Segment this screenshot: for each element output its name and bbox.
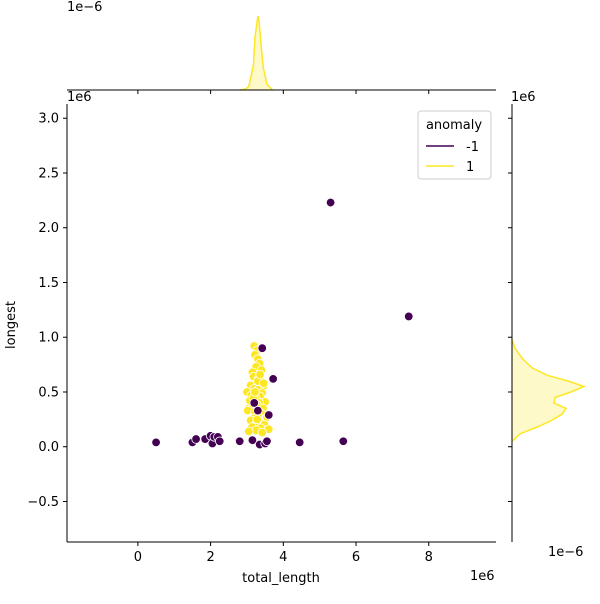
top-marginal-ticks [137,90,430,94]
anomaly-point [247,435,258,445]
normal-point [258,378,269,388]
top-kde-fill [239,16,273,90]
anomaly-point [294,437,305,448]
y-tick-label: 0.5 [38,385,59,400]
anomaly-point [151,437,161,448]
right-marginal-multiplier: 1e−6 [548,545,583,560]
y-axis-label: longest [4,301,19,349]
x-tick-label: 2 [206,550,214,565]
anomaly-point [404,311,414,322]
anomaly-point [191,434,201,444]
anomaly-point [268,374,278,384]
top-marginal-plot: 1e−6 [67,0,496,94]
normal-point [244,426,254,437]
y-tick-label: 1.5 [38,276,59,291]
x-axis-multiplier: 1e6 [470,569,495,584]
right-kde-fill [512,339,584,442]
scatter-points [151,197,414,450]
x-axis-ticks: 0 2 4 6 8 [134,542,433,565]
anomaly-point [234,436,245,446]
y-tick-label: 1.0 [38,331,59,346]
anomaly-point [257,343,267,353]
right-kde-line [511,339,587,442]
anomaly-point [214,436,225,446]
right-marginal-plot: 1e6 1e−6 [508,90,587,560]
x-tick-label: 6 [352,550,360,565]
y-tick-label: 3.0 [38,112,59,127]
y-tick-label: 2.5 [38,166,59,181]
top-kde-line [239,15,273,91]
main-axes: 0 2 4 6 8 −0.5 0.0 0.5 1.0 1.5 2.0 2.5 3.0 total_le… [4,90,496,586]
anomaly-point [325,197,336,208]
y-tick-label: 0.0 [38,440,59,455]
anomaly-point [262,436,272,446]
anomaly-point [249,398,259,408]
normal-point [252,414,262,425]
y-tick-label: −0.5 [27,495,59,510]
x-tick-label: 0 [134,550,142,565]
legend-label-1: 1 [466,160,474,175]
right-marginal-axis-multiplier: 1e6 [511,90,536,105]
y-axis-ticks: −0.5 0.0 0.5 1.0 1.5 2.0 2.5 3.0 [27,112,67,510]
normal-point [250,387,260,397]
x-tick-label: 4 [279,550,287,565]
anomaly-point [264,410,274,420]
normal-point [257,427,267,438]
right-marginal-ticks [508,117,512,502]
x-tick-label: 8 [425,550,433,565]
top-marginal-multiplier: 1e−6 [67,0,102,15]
legend: anomaly -1 1 [417,110,492,180]
legend-box [417,110,492,180]
y-tick-label: 2.0 [38,221,59,236]
normal-point [255,369,265,380]
legend-title: anomaly [426,118,482,133]
anomaly-point [338,436,349,446]
y-axis-multiplier: 1e6 [67,90,92,105]
legend-label-minus1: -1 [466,140,479,155]
x-axis-label: total_length [242,571,320,586]
anomaly-point [253,405,263,416]
